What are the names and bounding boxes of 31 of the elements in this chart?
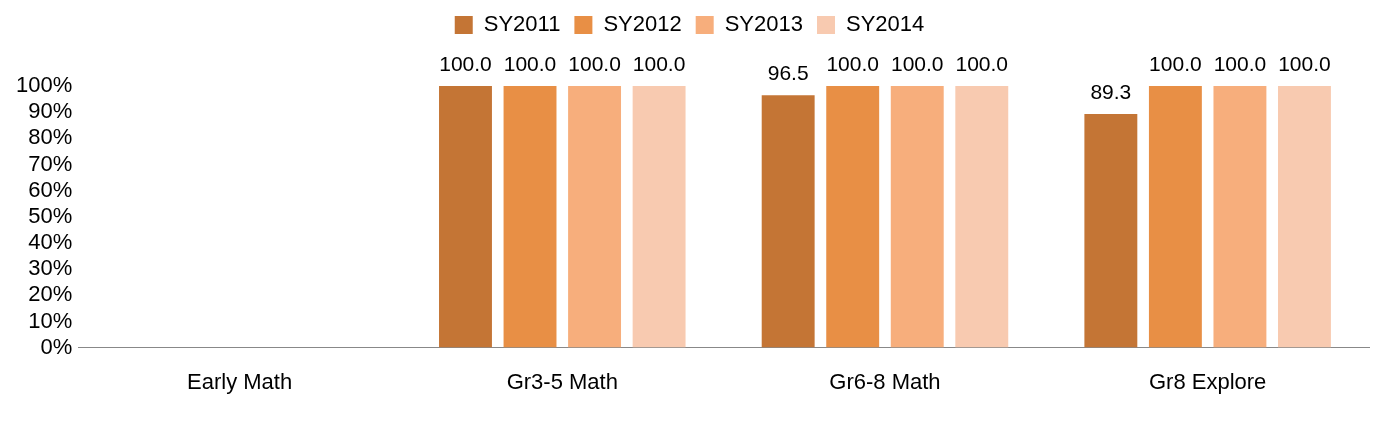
- data-label: 100.0: [632, 52, 686, 76]
- legend-label: SY2012: [603, 11, 682, 37]
- y-tick-label: 30%: [28, 255, 73, 281]
- y-tick-label: 100%: [15, 72, 73, 98]
- data-label: 100.0: [1213, 52, 1267, 76]
- data-label: 89.3: [1090, 80, 1132, 104]
- data-label: 100.0: [1278, 52, 1331, 76]
- x-tick-label: Gr6-8 Math: [829, 368, 941, 394]
- x-tick-label: Gr8 Explore: [1148, 368, 1267, 394]
- x-tick-label: Gr3-5 Math: [506, 368, 618, 394]
- y-tick-label: 50%: [28, 202, 73, 228]
- y-tick-label: 40%: [28, 229, 73, 255]
- data-label: 100.0: [826, 52, 879, 76]
- data-label: 96.5: [767, 61, 809, 85]
- y-tick-label: 0%: [40, 333, 73, 359]
- y-tick-label: 60%: [28, 176, 73, 202]
- legend-label: SY2013: [724, 11, 803, 37]
- data-label: 100.0: [890, 52, 944, 76]
- data-label: 100.0: [503, 52, 557, 76]
- y-tick-label: 80%: [28, 124, 73, 150]
- data-label: 100.0: [568, 52, 621, 76]
- data-label: 100.0: [955, 52, 1009, 76]
- y-tick-label: 90%: [28, 98, 73, 124]
- data-label: 100.0: [1149, 52, 1202, 76]
- legend-label: SY2011: [483, 11, 561, 37]
- data-label: 100.0: [439, 52, 492, 76]
- x-tick-label: Early Math: [187, 368, 293, 394]
- y-tick-label: 70%: [28, 150, 73, 176]
- legend-label: SY2014: [845, 11, 925, 37]
- y-tick-label: 20%: [28, 281, 73, 307]
- y-tick-label: 10%: [28, 307, 73, 333]
